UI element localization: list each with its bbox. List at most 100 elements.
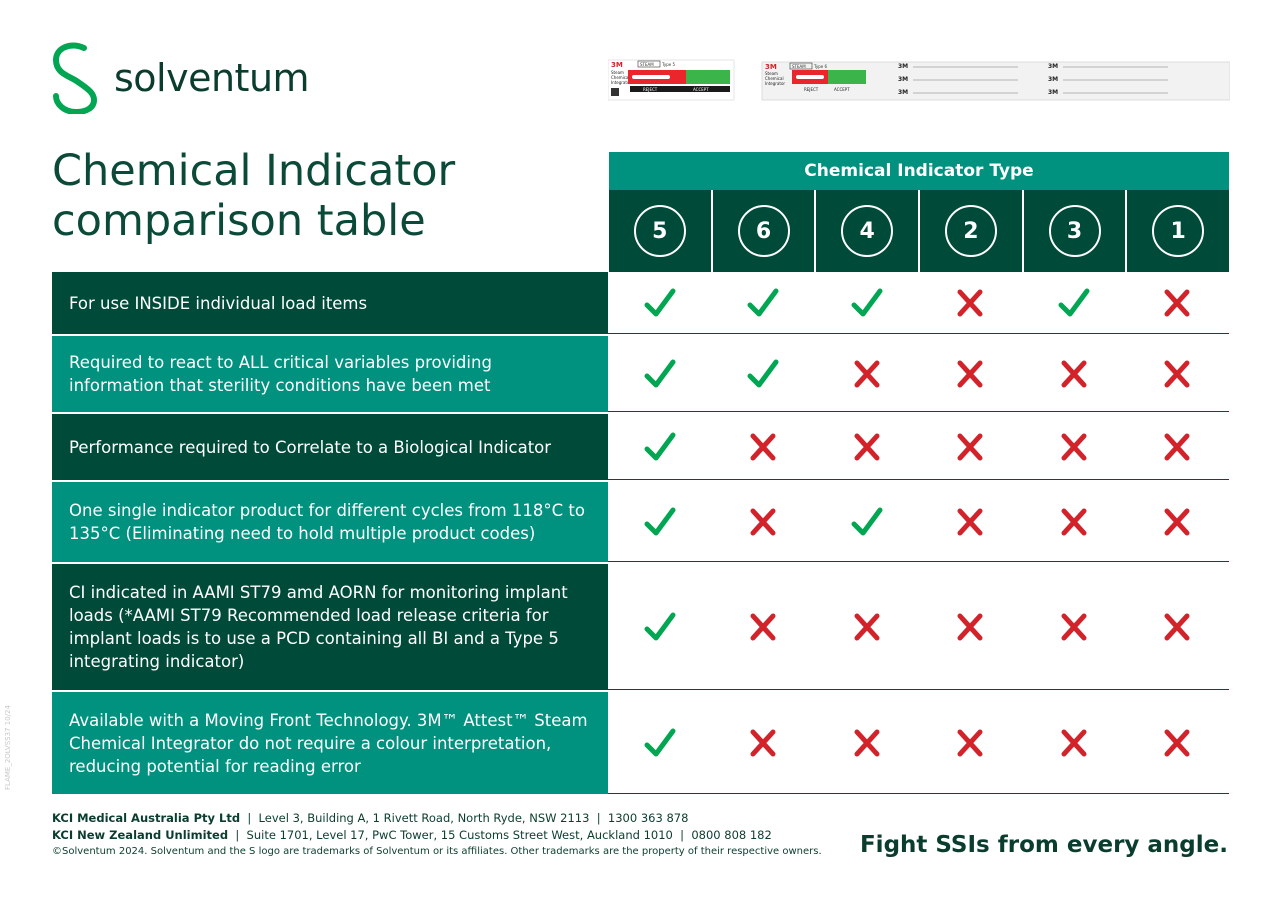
cross-icon (1022, 336, 1126, 411)
svg-text:REJECT: REJECT (804, 87, 819, 92)
row-criterion: Required to react to ALL critical variab… (52, 336, 608, 412)
type-number: 5 (633, 205, 686, 257)
row-criterion: For use INSIDE individual load items (52, 272, 608, 334)
copyright: ©Solventum 2024. Solventum and the S log… (52, 846, 822, 857)
type-cell: 4 (814, 190, 919, 272)
address-nz: | Suite 1701, Level 17, PwC Tower, 15 Cu… (228, 827, 772, 842)
cross-icon (919, 692, 1023, 793)
svg-text:Type 5: Type 5 (661, 62, 675, 67)
type-number: 2 (944, 205, 997, 257)
svg-text:3M: 3M (765, 63, 777, 71)
cross-icon (815, 692, 919, 793)
row-criterion: One single indicator product for differe… (52, 482, 608, 562)
checkmark-icon (712, 272, 816, 333)
row-marks (608, 692, 1229, 794)
type5-strip: 3M STEAM Type 5 Steam Chemical Integrato… (608, 59, 735, 101)
svg-text:ACCEPT: ACCEPT (693, 87, 709, 92)
side-code: FLAME_2OLVSS37 10/24 (4, 705, 12, 790)
row-marks (608, 272, 1229, 334)
checkmark-icon (1022, 272, 1126, 333)
solventum-s-icon (52, 42, 98, 114)
svg-text:REJECT: REJECT (643, 87, 658, 92)
footer: KCI Medical Australia Pty Ltd | Level 3,… (52, 810, 822, 861)
cross-icon (919, 272, 1023, 333)
cross-icon (1126, 272, 1230, 333)
type-number: 6 (737, 205, 790, 257)
cross-icon (1126, 336, 1230, 411)
cross-icon (712, 564, 816, 689)
cross-icon (712, 414, 816, 479)
row-marks (608, 482, 1229, 562)
address-au: | Level 3, Building A, 1 Rivett Road, No… (240, 811, 689, 825)
row-marks (608, 414, 1229, 480)
checkmark-icon (712, 336, 816, 411)
cross-icon (1022, 414, 1126, 479)
table-row: Required to react to ALL critical variab… (52, 336, 1229, 414)
cross-icon (919, 482, 1023, 561)
svg-text:Steam: Steam (611, 70, 624, 75)
cross-icon (1022, 564, 1126, 689)
svg-text:3M: 3M (1048, 76, 1058, 83)
type-cell: 1 (1125, 190, 1230, 272)
svg-text:ACCEPT: ACCEPT (834, 87, 850, 92)
checkmark-icon (608, 414, 712, 479)
checkmark-icon (608, 272, 712, 333)
svg-text:3M: 3M (1048, 63, 1058, 70)
cross-icon (919, 414, 1023, 479)
checkmark-icon (815, 272, 919, 333)
chemical-indicator-type-header: Chemical Indicator Type (609, 152, 1229, 190)
title-line-2: comparison table (52, 196, 426, 246)
company-au: KCI Medical Australia Pty Ltd (52, 811, 241, 825)
cross-icon (1022, 692, 1126, 793)
type-number: 3 (1048, 205, 1101, 257)
row-marks (608, 336, 1229, 412)
cross-icon (815, 414, 919, 479)
type6-strip: 3M STEAM Type 6 Steam Chemical Integrato… (761, 61, 1230, 101)
row-criterion: Performance required to Correlate to a B… (52, 414, 608, 480)
svg-text:Integrator: Integrator (611, 80, 631, 85)
footer-line-australia: KCI Medical Australia Pty Ltd | Level 3,… (52, 810, 822, 827)
checkmark-icon (608, 564, 712, 689)
svg-text:3M: 3M (898, 76, 908, 83)
tagline: Fight SSIs from every angle. (859, 832, 1228, 858)
svg-text:3M: 3M (1048, 89, 1058, 96)
svg-text:Type 6: Type 6 (813, 64, 827, 69)
svg-text:Integrator: Integrator (765, 81, 785, 86)
type-cell: 2 (918, 190, 1022, 272)
svg-text:Chemical: Chemical (765, 76, 784, 81)
indicator-strips-image: 3M STEAM Type 5 Steam Chemical Integrato… (608, 59, 1230, 101)
svg-text:Steam: Steam (765, 71, 778, 76)
title-line-1: Chemical Indicator (52, 146, 456, 196)
type-number: 1 (1152, 205, 1205, 257)
svg-text:3M: 3M (611, 61, 623, 69)
cross-icon (1126, 564, 1230, 689)
type-cell: 6 (710, 190, 815, 272)
page-title: Chemical Indicator comparison table (52, 146, 455, 246)
svg-text:STEAM: STEAM (640, 62, 654, 67)
company-nz: KCI New Zealand Unlimited (52, 827, 229, 842)
table-row: Available with a Moving Front Technology… (52, 692, 1229, 796)
table-row: One single indicator product for differe… (52, 482, 1229, 564)
svg-text:Chemical: Chemical (611, 75, 630, 80)
cross-icon (1126, 414, 1230, 479)
cross-icon (1126, 482, 1230, 561)
table-row: Performance required to Correlate to a B… (52, 414, 1229, 482)
cross-icon (815, 336, 919, 411)
cross-icon (919, 564, 1023, 689)
row-criterion: CI indicated in AAMI ST79 amd AORN for m… (52, 564, 608, 690)
row-criterion: Available with a Moving Front Technology… (52, 692, 608, 794)
row-marks (608, 564, 1229, 690)
table-row: For use INSIDE individual load items (52, 272, 1229, 336)
checkmark-icon (608, 692, 712, 793)
checkmark-icon (608, 482, 712, 561)
svg-text:STEAM: STEAM (792, 64, 806, 69)
cross-icon (815, 564, 919, 689)
checkmark-icon (815, 482, 919, 561)
type-cell: 5 (609, 190, 711, 272)
cross-icon (712, 482, 816, 561)
solventum-logo: solventum (50, 42, 310, 114)
brand-name: solventum (114, 56, 310, 100)
svg-text:3M: 3M (898, 89, 908, 96)
cross-icon (1126, 692, 1230, 793)
